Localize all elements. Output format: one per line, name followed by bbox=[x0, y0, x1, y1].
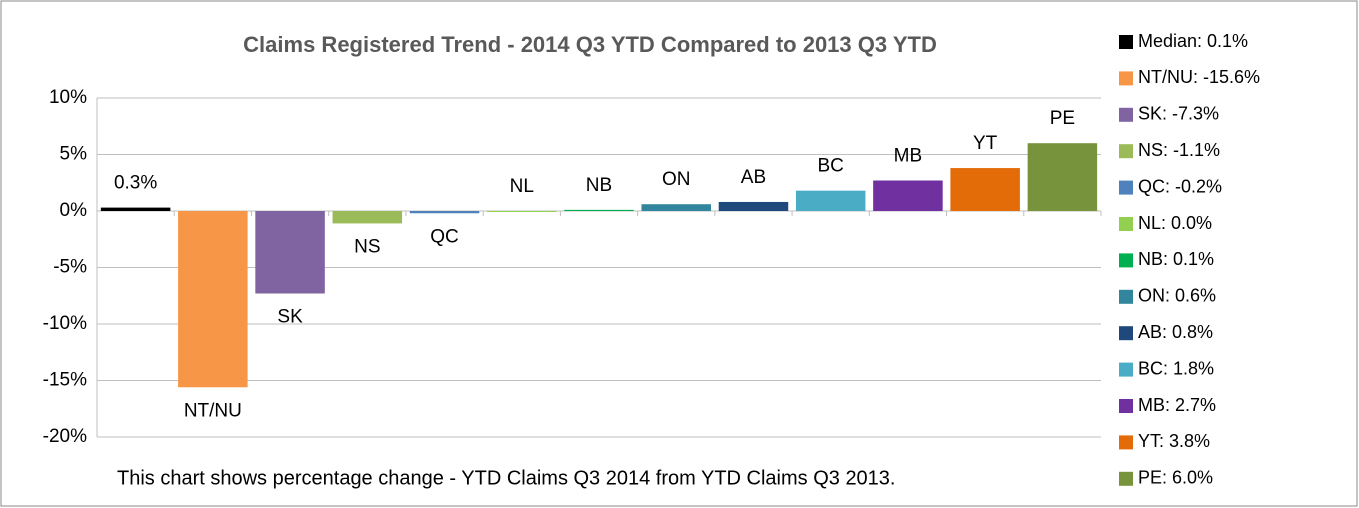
bar-label: NB bbox=[586, 175, 612, 196]
bar-label: AB bbox=[741, 167, 766, 188]
y-tick-label: 0% bbox=[60, 200, 88, 221]
legend-label: BC: 1.8% bbox=[1138, 358, 1214, 378]
legend-label: YT: 3.8% bbox=[1138, 431, 1210, 451]
legend-label: AB: 0.8% bbox=[1138, 322, 1213, 342]
bar-label: NS bbox=[354, 236, 380, 257]
bar-label: NT/NU bbox=[184, 400, 242, 421]
bar bbox=[409, 211, 480, 214]
bar-label: QC bbox=[430, 226, 459, 247]
legend-swatch bbox=[1119, 326, 1133, 341]
legend-label: QC: -0.2% bbox=[1138, 176, 1222, 196]
legend-swatch bbox=[1119, 180, 1133, 195]
bar bbox=[487, 211, 557, 212]
legend-swatch bbox=[1119, 289, 1133, 304]
bar bbox=[255, 211, 325, 294]
bar-label: PE bbox=[1050, 108, 1075, 129]
bar bbox=[332, 211, 403, 224]
bar-label: YT bbox=[973, 133, 998, 154]
bar bbox=[950, 168, 1020, 211]
legend-label: SK: -7.3% bbox=[1138, 104, 1219, 124]
legend-label: NL: 0.0% bbox=[1138, 213, 1212, 233]
legend-label: PE: 6.0% bbox=[1138, 468, 1213, 488]
legend-swatch bbox=[1119, 35, 1133, 49]
legend-swatch bbox=[1119, 435, 1133, 450]
bar-label: MB bbox=[894, 146, 923, 167]
bar-label: 0.3% bbox=[114, 173, 157, 194]
bar-label: BC bbox=[817, 156, 843, 177]
bar bbox=[641, 204, 711, 211]
y-tick-label: -5% bbox=[53, 257, 87, 278]
legend-label: Median: 0.1% bbox=[1138, 31, 1248, 51]
legend-label: ON: 0.6% bbox=[1138, 286, 1216, 306]
bar bbox=[718, 201, 789, 211]
legend-label: NB: 0.1% bbox=[1138, 249, 1214, 269]
y-tick-label: -20% bbox=[43, 426, 87, 447]
y-tick-label: -15% bbox=[43, 370, 87, 391]
legend-swatch bbox=[1119, 471, 1133, 486]
bar bbox=[795, 190, 866, 211]
legend-swatch bbox=[1119, 107, 1133, 122]
bar-label: ON bbox=[662, 169, 691, 190]
legend-swatch bbox=[1119, 253, 1133, 268]
legend-swatch bbox=[1119, 362, 1133, 377]
y-tick-label: 5% bbox=[60, 144, 88, 165]
bar-label: SK bbox=[277, 307, 303, 328]
legend-label: MB: 2.7% bbox=[1138, 395, 1216, 415]
bar bbox=[1027, 143, 1098, 211]
legend-label: NT/NU: -15.6% bbox=[1138, 67, 1260, 87]
bar bbox=[564, 209, 634, 211]
chart-title: Claims Registered Trend - 2014 Q3 YTD Co… bbox=[243, 32, 937, 57]
y-tick-label: 10% bbox=[49, 87, 87, 108]
legend-swatch bbox=[1119, 217, 1133, 231]
legend-swatch bbox=[1119, 144, 1133, 159]
bar bbox=[100, 207, 171, 211]
legend-label: NS: -1.1% bbox=[1138, 140, 1220, 160]
chart-note: This chart shows percentage change - YTD… bbox=[117, 467, 896, 489]
bar bbox=[873, 180, 943, 211]
bar-label: NL bbox=[510, 176, 534, 197]
bar bbox=[178, 211, 248, 388]
legend-swatch bbox=[1119, 399, 1133, 413]
legend-swatch bbox=[1119, 71, 1133, 86]
y-tick-label: -10% bbox=[43, 313, 87, 334]
